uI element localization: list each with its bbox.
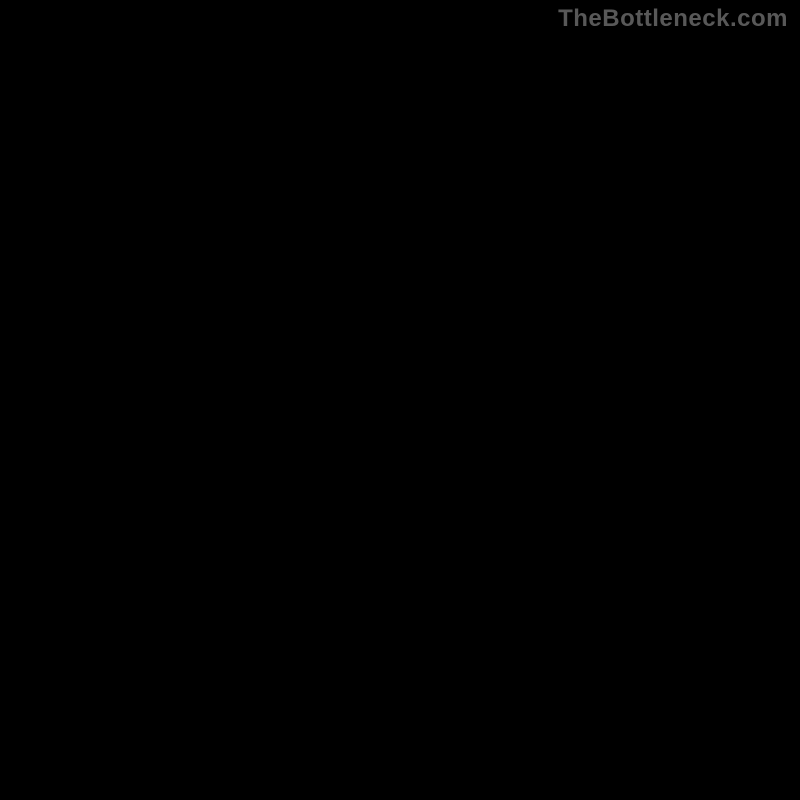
chart-frame	[0, 0, 800, 800]
watermark-text: TheBottleneck.com	[558, 5, 788, 33]
